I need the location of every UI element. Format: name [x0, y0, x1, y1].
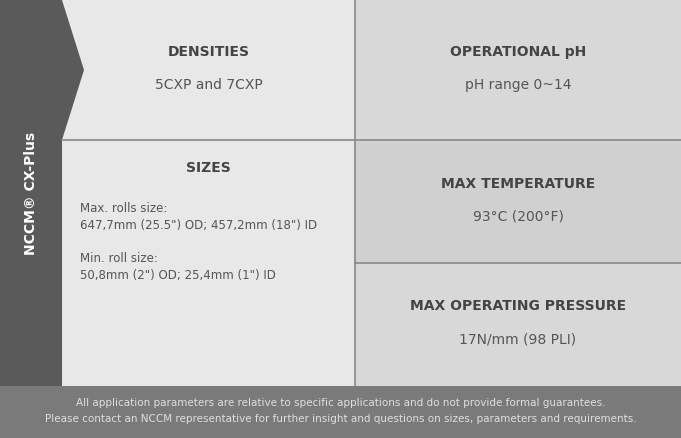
Text: 5CXP and 7CXP: 5CXP and 7CXP — [155, 78, 262, 92]
Text: 50,8mm (2") OD; 25,4mm (1") ID: 50,8mm (2") OD; 25,4mm (1") ID — [80, 269, 276, 283]
Text: 647,7mm (25.5") OD; 457,2mm (18") ID: 647,7mm (25.5") OD; 457,2mm (18") ID — [80, 219, 317, 233]
Bar — [0, 386, 681, 438]
Text: pH range 0~14: pH range 0~14 — [464, 78, 571, 92]
Text: Min. roll size:: Min. roll size: — [80, 251, 158, 265]
Bar — [355, 140, 681, 263]
Text: Max. rolls size:: Max. rolls size: — [80, 201, 168, 215]
Text: All application parameters are relative to specific applications and do not prov: All application parameters are relative … — [76, 398, 605, 408]
Text: MAX TEMPERATURE: MAX TEMPERATURE — [441, 177, 595, 191]
Bar — [355, 0, 681, 140]
Text: DENSITIES: DENSITIES — [168, 45, 249, 59]
Text: MAX OPERATING PRESSURE: MAX OPERATING PRESSURE — [410, 300, 626, 314]
Bar — [355, 263, 681, 386]
Text: NCCM® CX-Plus: NCCM® CX-Plus — [24, 131, 38, 254]
Text: Please contact an NCCM representative for further insight and questions on sizes: Please contact an NCCM representative fo… — [45, 414, 636, 424]
Text: 17N/mm (98 PLI): 17N/mm (98 PLI) — [460, 332, 577, 346]
Text: SIZES: SIZES — [186, 161, 231, 175]
Bar — [62, 140, 355, 386]
Bar — [62, 0, 355, 140]
Bar — [0, 0, 62, 386]
Text: OPERATIONAL pH: OPERATIONAL pH — [450, 45, 586, 59]
Text: 93°C (200°F): 93°C (200°F) — [473, 209, 563, 223]
Polygon shape — [0, 0, 84, 140]
